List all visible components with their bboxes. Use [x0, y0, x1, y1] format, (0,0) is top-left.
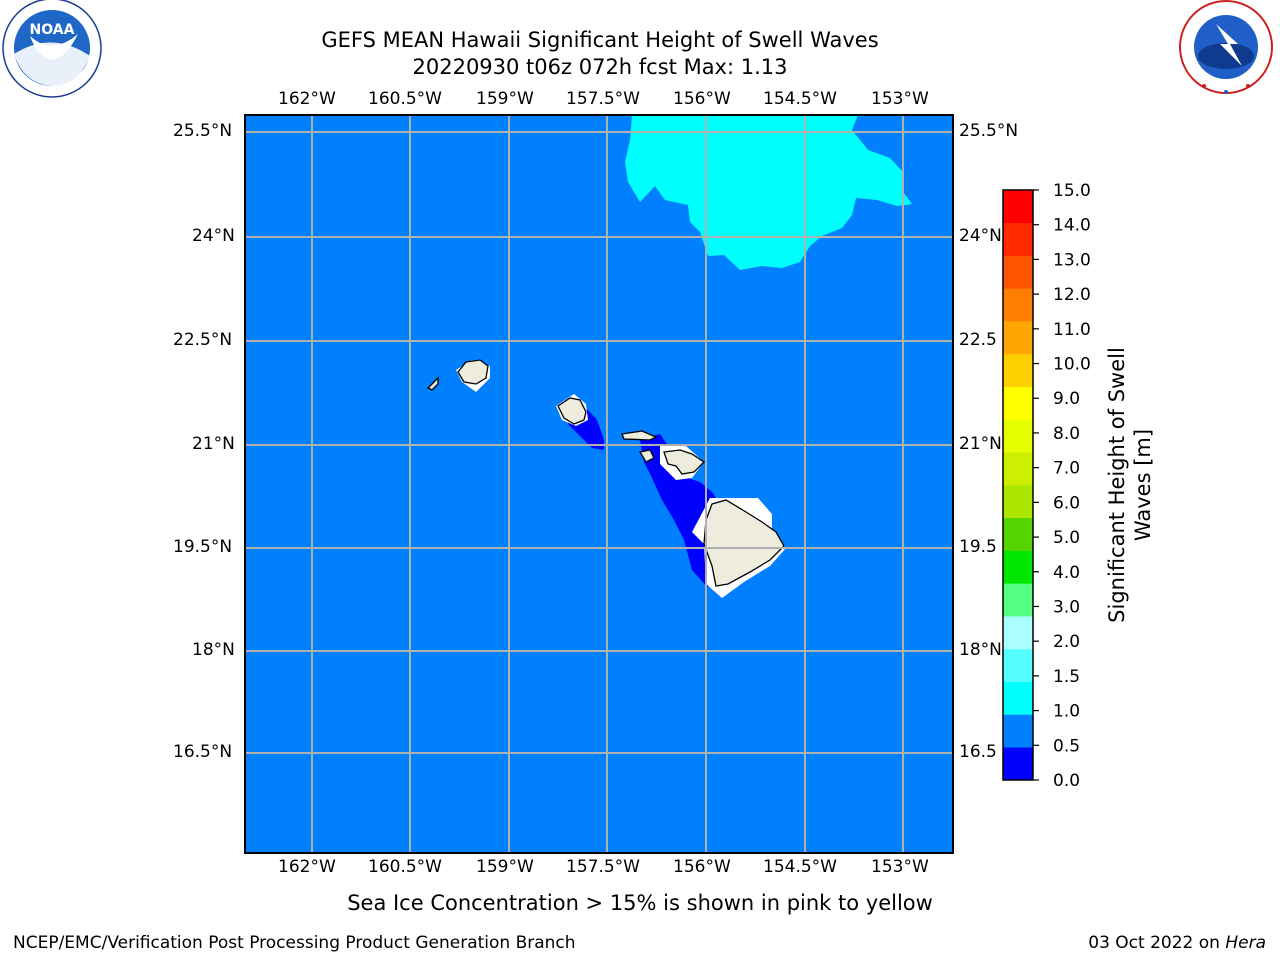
colorbar-segment: [1003, 681, 1033, 715]
colorbar-label: Significant Height of Swell Waves [m]: [1105, 347, 1155, 623]
noaa-logo: NOAA: [2, 0, 102, 98]
colorbar-segment: [1003, 583, 1033, 617]
colorbar-tick-label: 1.0: [1053, 702, 1080, 722]
oahu-island: [557, 397, 587, 425]
lat-tick-left: 22.5°N: [173, 330, 233, 350]
colorbar-tick-label: 0.0: [1053, 771, 1080, 791]
lat-tick-right: 21°N: [959, 434, 1002, 454]
ocean-area: [245, 115, 953, 853]
noaa-logo-text: NOAA: [30, 22, 75, 38]
lon-tick-top: 159°W: [476, 89, 534, 109]
colorbar-tick-label: 15.0: [1053, 181, 1091, 201]
colorbar-tick-label: 1.5: [1053, 667, 1080, 687]
colorbar-segment: [1003, 714, 1033, 748]
molokai-island: [621, 430, 658, 441]
colorbar-tick-label: 9.0: [1053, 389, 1080, 409]
colorbar-segment: [1003, 517, 1033, 551]
lat-tick-right: 16.5: [959, 742, 997, 762]
colorbar-tick-label: 8.0: [1053, 424, 1080, 444]
colorbar-tick-label: 0.5: [1053, 736, 1080, 756]
lon-tick-bottom: 160.5°W: [368, 857, 442, 877]
colorbar-tick-label: 14.0: [1053, 216, 1091, 236]
lat-tick-left: 19.5°N: [173, 537, 233, 557]
colorbar-segment: [1003, 386, 1033, 420]
colorbar-ticks: 0.0 0.5 1.0 1.5 2.0 3.0 4.0 5.0 6.0 7.0 8.0 9.0 10.0…: [1033, 181, 1091, 791]
lon-tick-bottom: 157.5°W: [566, 857, 640, 877]
lat-tick-right: 24°N: [959, 226, 1002, 246]
swell-contour-0-to-0.5m-maui-hawaii: [640, 434, 720, 588]
nws-logo: [1179, 0, 1273, 94]
maui-island: [663, 449, 706, 475]
lon-tick-top: 162°W: [278, 89, 336, 109]
lon-tick-top: 160.5°W: [368, 89, 442, 109]
lanai-island: [638, 449, 655, 463]
colorbar-tick-label: 4.0: [1053, 563, 1080, 583]
lon-tick-top: 153°W: [871, 89, 929, 109]
lon-tick-top: 157.5°W: [566, 89, 640, 109]
colorbar-segment: [1003, 485, 1033, 519]
swell-contour-1-to-1.5m: [625, 115, 912, 270]
colorbar-tick-label: 2.0: [1053, 632, 1080, 652]
colorbar-tick-label: 10.0: [1053, 355, 1091, 375]
colorbar-segment: [1003, 419, 1033, 453]
lat-tick-left: 16.5°N: [173, 742, 233, 762]
lat-tick-left: 18°N: [192, 640, 235, 660]
colorbar-segment: [1003, 288, 1033, 322]
sea-ice-caption: Sea Ice Concentration > 15% is shown in …: [347, 891, 933, 915]
colorbar-tick-label: 6.0: [1053, 493, 1080, 513]
colorbar-segment: [1003, 550, 1033, 584]
colorbar-segment: [1003, 452, 1033, 486]
lon-tick-bottom: 162°W: [278, 857, 336, 877]
colorbar-segment: [1003, 353, 1033, 387]
colorbar-segment: [1003, 255, 1033, 289]
footer-host: Hera: [1225, 933, 1266, 953]
lat-tick-left: 24°N: [192, 226, 235, 246]
colorbar-tick-label: 5.0: [1053, 528, 1080, 548]
kauai-island: [457, 359, 489, 385]
lon-tick-bottom: 156°W: [673, 857, 731, 877]
colorbar-segment: [1003, 190, 1033, 224]
footer-date: 03 Oct 2022 on Hera: [1088, 933, 1266, 953]
colorbar-frame: [1002, 189, 1034, 781]
lon-tick-bottom: 153°W: [871, 857, 929, 877]
colorbar-tick-label: 11.0: [1053, 320, 1091, 340]
colorbar: [1003, 190, 1033, 781]
chart-title-line-2: 20220930 t06z 072h fcst Max: 1.13: [412, 55, 788, 79]
lon-tick-bottom: 154.5°W: [763, 857, 837, 877]
footer-credit: NCEP/EMC/Verification Post Processing Pr…: [13, 933, 576, 953]
lat-tick-left: 21°N: [192, 434, 235, 454]
footer-date-text: 03 Oct 2022 on: [1088, 933, 1226, 953]
colorbar-tick-label: 12.0: [1053, 285, 1091, 305]
colorbar-segment: [1003, 222, 1033, 256]
lat-tick-right: 19.5: [959, 537, 997, 557]
colorbar-tick-label: 7.0: [1053, 459, 1080, 479]
colorbar-tick-label: 13.0: [1053, 250, 1091, 270]
lon-tick-top: 154.5°W: [763, 89, 837, 109]
map-frame: [244, 114, 954, 854]
niihau-island: [426, 376, 439, 391]
chart-title-line-1: GEFS MEAN Hawaii Significant Height of S…: [321, 28, 879, 52]
colorbar-segment: [1003, 648, 1033, 682]
lat-tick-right: 18°N: [959, 640, 1002, 660]
colorbar-tick-label: 3.0: [1053, 597, 1080, 617]
graticule: [245, 115, 953, 853]
lat-tick-right: 22.5: [959, 330, 997, 350]
lat-tick-left: 25.5°N: [173, 121, 233, 141]
lon-tick-top: 156°W: [673, 89, 731, 109]
lon-tick-bottom: 159°W: [476, 857, 534, 877]
colorbar-segment: [1003, 747, 1033, 781]
lat-tick-right: 25.5°N: [959, 121, 1019, 141]
colorbar-segment: [1003, 321, 1033, 355]
colorbar-segment: [1003, 616, 1033, 650]
